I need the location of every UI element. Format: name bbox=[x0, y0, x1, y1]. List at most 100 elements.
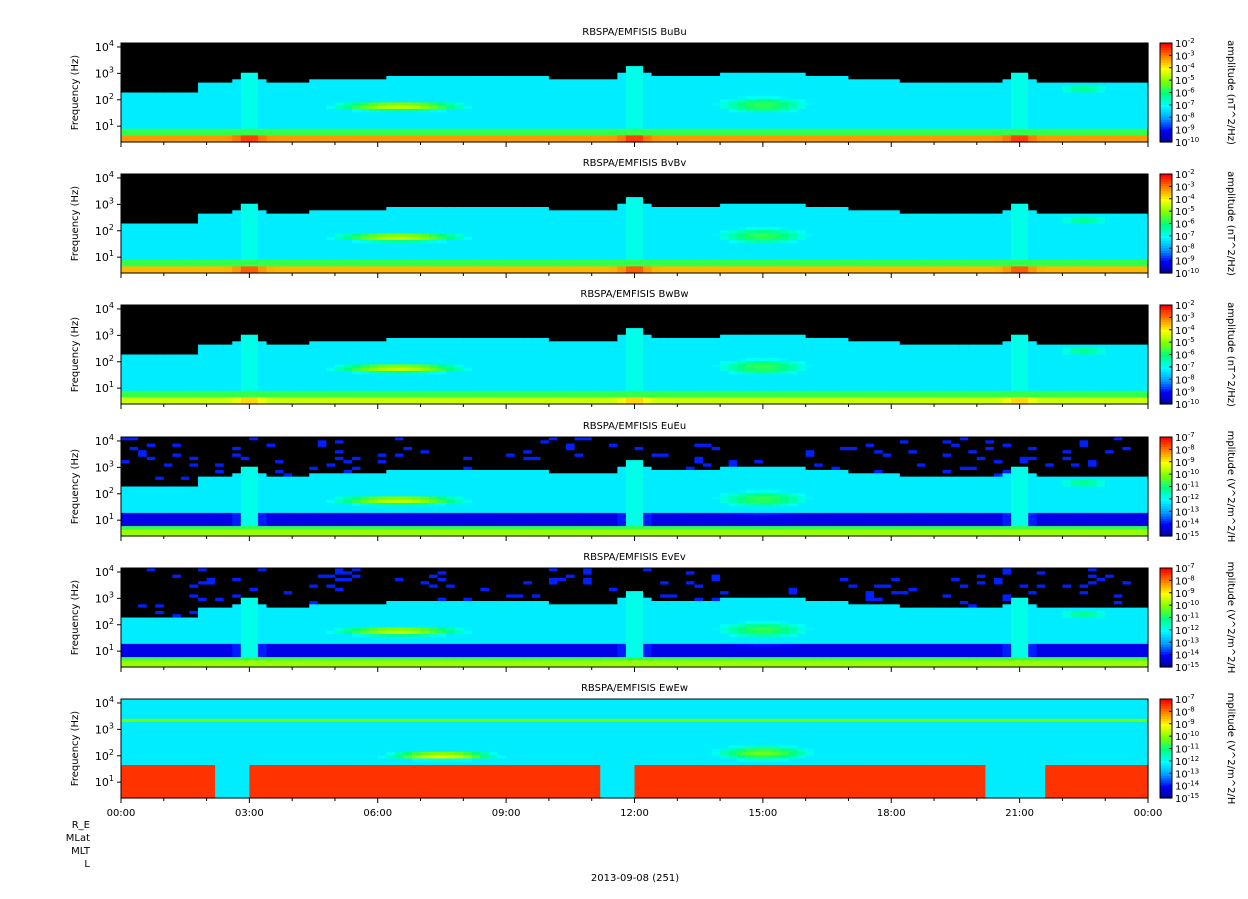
colorbar-tick-label: 10-9 bbox=[1175, 456, 1195, 469]
panel-title: RBSPA/EMFISIS BvBv bbox=[583, 158, 687, 169]
panel-6: RBSPA/EMFISIS EwEw 101 102 103 104 Frequency … bbox=[70, 683, 1236, 805]
panel-title: RBSPA/EMFISIS EwEw bbox=[581, 683, 688, 694]
ephemeris-label-l: L bbox=[50, 859, 90, 870]
colorbar: 10-210-310-410-510-610-710-810-910-10 amp… bbox=[1160, 37, 1236, 149]
colorbar-tick-label: 10-13 bbox=[1175, 767, 1199, 780]
y-tick-label: 104 bbox=[95, 39, 114, 54]
colorbar-tick-label: 10-2 bbox=[1175, 299, 1195, 312]
colorbar-tick-label: 10-11 bbox=[1175, 481, 1199, 494]
colorbar: 10-210-310-410-510-610-710-810-910-10 amp… bbox=[1160, 168, 1236, 280]
y-tick-label: 103 bbox=[95, 721, 114, 736]
colorbar-tick-label: 10-15 bbox=[1175, 792, 1199, 805]
panel-5: RBSPA/EMFISIS EvEv 101 102 103 104 Frequency … bbox=[70, 552, 1236, 674]
colorbar-tick-label: 10-11 bbox=[1175, 743, 1199, 756]
colorbar-tick-label: 10-3 bbox=[1175, 311, 1195, 324]
colorbar-tick-label: 10-8 bbox=[1175, 242, 1195, 255]
y-tick-label: 104 bbox=[95, 170, 114, 185]
x-tick-label: 00:00 bbox=[1134, 808, 1163, 819]
y-tick-label: 101 bbox=[95, 512, 114, 527]
colorbar-tick-label: 10-15 bbox=[1175, 530, 1199, 543]
y-axis-label: Frequency (Hz) bbox=[70, 186, 81, 262]
y-tick-label: 102 bbox=[95, 92, 114, 107]
colorbar-tick-label: 10-6 bbox=[1175, 87, 1195, 100]
colorbar-tick-label: 10-5 bbox=[1175, 74, 1195, 87]
colorbar-tick-label: 10-5 bbox=[1175, 336, 1195, 349]
panel-4: RBSPA/EMFISIS EuEu 101 102 103 104 Frequency … bbox=[70, 421, 1236, 543]
y-tick-label: 101 bbox=[95, 118, 114, 133]
colorbar-tick-label: 10-7 bbox=[1175, 693, 1195, 706]
colorbar-tick-label: 10-4 bbox=[1175, 324, 1195, 337]
colorbar-tick-label: 10-8 bbox=[1175, 443, 1195, 456]
y-axis-label: Frequency (Hz) bbox=[70, 711, 81, 787]
y-tick-label: 104 bbox=[95, 564, 114, 579]
colorbar-label: mplitude (V^2/m^2/H bbox=[1225, 562, 1236, 674]
y-tick-label: 104 bbox=[95, 433, 114, 448]
colorbar-tick-label: 10-9 bbox=[1175, 718, 1195, 731]
colorbar-tick-label: 10-14 bbox=[1175, 518, 1200, 531]
y-tick-label: 103 bbox=[95, 327, 114, 342]
colorbar-tick-label: 10-7 bbox=[1175, 431, 1195, 444]
colorbar-tick-label: 10-12 bbox=[1175, 755, 1199, 768]
panel-3: RBSPA/EMFISIS BwBw 101 102 103 104 Frequency … bbox=[70, 289, 1236, 411]
colorbar-tick-label: 10-8 bbox=[1175, 705, 1195, 718]
panel-2: RBSPA/EMFISIS BvBv 101 102 103 104 Frequency … bbox=[70, 158, 1236, 280]
y-tick-label: 102 bbox=[95, 223, 114, 238]
colorbar-tick-label: 10-7 bbox=[1175, 99, 1195, 112]
colorbar-label: mplitude (V^2/m^2/H bbox=[1225, 693, 1236, 805]
panel-title: RBSPA/EMFISIS EuEu bbox=[583, 421, 686, 432]
colorbar: 10-710-810-910-1010-1110-1210-1310-1410-… bbox=[1160, 431, 1236, 543]
y-tick-label: 102 bbox=[95, 486, 114, 501]
y-tick-label: 102 bbox=[95, 748, 114, 763]
colorbar-label: amplitude (nT^2/Hz) bbox=[1225, 171, 1236, 276]
colorbar-tick-label: 10-12 bbox=[1175, 624, 1199, 637]
x-tick-label: 15:00 bbox=[748, 808, 777, 819]
y-tick-label: 103 bbox=[95, 459, 114, 474]
colorbar-tick-label: 10-10 bbox=[1175, 730, 1199, 743]
colorbar-tick-label: 10-9 bbox=[1175, 124, 1195, 137]
colorbar-tick-label: 10-14 bbox=[1175, 780, 1200, 793]
x-tick-label: 00:00 bbox=[107, 808, 136, 819]
colorbar-tick-label: 10-13 bbox=[1175, 505, 1199, 518]
y-axis-label: Frequency (Hz) bbox=[70, 449, 81, 525]
colorbar: 10-710-810-910-1010-1110-1210-1310-1410-… bbox=[1160, 693, 1236, 805]
colorbar-tick-label: 10-9 bbox=[1175, 386, 1195, 399]
colorbar-tick-label: 10-10 bbox=[1175, 468, 1199, 481]
y-axis-label: Frequency (Hz) bbox=[70, 580, 81, 656]
colorbar-tick-label: 10-13 bbox=[1175, 636, 1199, 649]
colorbar-tick-label: 10-7 bbox=[1175, 230, 1195, 243]
y-tick-label: 101 bbox=[95, 380, 114, 395]
y-tick-label: 103 bbox=[95, 65, 114, 80]
panel-1: RBSPA/EMFISIS BuBu 101 102 103 104 Frequency … bbox=[70, 27, 1236, 149]
colorbar-tick-label: 10-6 bbox=[1175, 349, 1195, 362]
x-tick-label: 09:00 bbox=[492, 808, 521, 819]
y-axis-label: Frequency (Hz) bbox=[70, 317, 81, 393]
colorbar-tick-label: 10-4 bbox=[1175, 62, 1195, 75]
colorbar-tick-label: 10-7 bbox=[1175, 361, 1195, 374]
colorbar-tick-label: 10-2 bbox=[1175, 168, 1195, 181]
colorbar-tick-label: 10-14 bbox=[1175, 649, 1200, 662]
colorbar-tick-label: 10-6 bbox=[1175, 218, 1195, 231]
colorbar-tick-label: 10-3 bbox=[1175, 49, 1195, 62]
colorbar-tick-label: 10-9 bbox=[1175, 587, 1195, 600]
ephemeris-label-mlt: MLT bbox=[50, 846, 90, 857]
panel-title: RBSPA/EMFISIS EvEv bbox=[583, 552, 686, 563]
ephemeris-label-re: R_E bbox=[50, 820, 90, 831]
x-tick-label: 06:00 bbox=[363, 808, 392, 819]
y-tick-label: 103 bbox=[95, 590, 114, 605]
y-tick-label: 103 bbox=[95, 196, 114, 211]
y-tick-label: 101 bbox=[95, 643, 114, 658]
y-tick-label: 101 bbox=[95, 774, 114, 789]
colorbar-tick-label: 10-10 bbox=[1175, 267, 1199, 280]
date-label: 2013-09-08 (251) bbox=[0, 873, 1248, 884]
panel-title: RBSPA/EMFISIS BwBw bbox=[580, 289, 688, 300]
ephemeris-label-mlat: MLat bbox=[50, 833, 90, 844]
colorbar-tick-label: 10-4 bbox=[1175, 193, 1195, 206]
colorbar-tick-label: 10-12 bbox=[1175, 493, 1199, 506]
colorbar-label: mplitude (V^2/m^2/H bbox=[1225, 431, 1236, 543]
colorbar-tick-label: 10-7 bbox=[1175, 562, 1195, 575]
panel-title: RBSPA/EMFISIS BuBu bbox=[582, 27, 686, 38]
colorbar-tick-label: 10-15 bbox=[1175, 661, 1199, 674]
x-tick-label: 18:00 bbox=[877, 808, 906, 819]
colorbar-tick-label: 10-9 bbox=[1175, 255, 1195, 268]
